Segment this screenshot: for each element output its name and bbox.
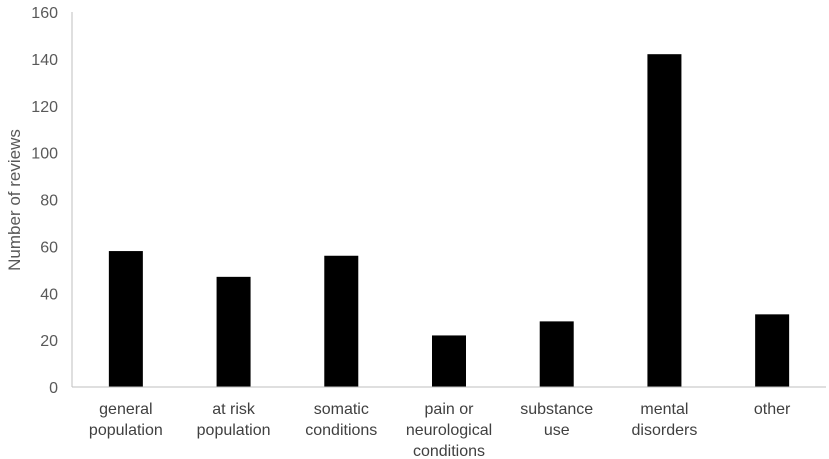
y-axis-ticks: 0 20 40 60 80 100 120 140 160 bbox=[31, 5, 58, 397]
bar bbox=[432, 335, 466, 387]
x-category-label: at risk population bbox=[197, 401, 271, 439]
bar bbox=[216, 276, 251, 387]
bar bbox=[539, 321, 574, 387]
y-tick-label: 20 bbox=[40, 333, 58, 350]
bars bbox=[108, 54, 790, 387]
y-tick-label: 0 bbox=[49, 380, 58, 397]
y-tick-label: 120 bbox=[31, 99, 58, 116]
y-tick-label: 100 bbox=[31, 146, 58, 163]
y-tick-label: 140 bbox=[31, 52, 58, 69]
x-category-label-line: neurological bbox=[406, 422, 492, 439]
x-category-label-line: pain or bbox=[425, 401, 475, 418]
x-category-label-line: population bbox=[89, 422, 163, 439]
x-category-label-line: conditions bbox=[305, 422, 377, 439]
x-category-label-line: use bbox=[544, 422, 570, 439]
bar bbox=[324, 255, 359, 387]
x-category-label: mental disorders bbox=[632, 401, 698, 439]
x-category-label-line: population bbox=[197, 422, 271, 439]
x-category-label: other bbox=[754, 401, 791, 418]
y-tick-label: 40 bbox=[40, 286, 58, 303]
bar bbox=[108, 251, 143, 387]
y-tick-label: 80 bbox=[40, 193, 58, 210]
x-axis-labels: general population at risk population somati… bbox=[89, 401, 791, 459]
x-category-label-line: substance bbox=[520, 401, 593, 418]
x-category-label-line: somatic bbox=[314, 401, 369, 418]
x-category-label-line: mental bbox=[640, 401, 688, 418]
y-tick-label: 160 bbox=[31, 5, 58, 22]
y-tick-label: 60 bbox=[40, 239, 58, 256]
x-category-label-line: other bbox=[754, 401, 791, 418]
x-category-label-line: general bbox=[99, 401, 152, 418]
x-category-label: somatic conditions bbox=[305, 401, 377, 439]
bar bbox=[647, 54, 682, 387]
x-category-label: general population bbox=[89, 401, 163, 439]
x-category-label: substance use bbox=[520, 401, 593, 439]
x-category-label-line: disorders bbox=[632, 422, 698, 439]
y-axis-title: Number of reviews bbox=[5, 129, 24, 271]
x-category-label-line: at risk bbox=[212, 401, 256, 418]
x-category-label-line: conditions bbox=[413, 443, 485, 459]
x-category-label: pain or neurological conditions bbox=[406, 401, 492, 459]
bar bbox=[755, 314, 790, 387]
